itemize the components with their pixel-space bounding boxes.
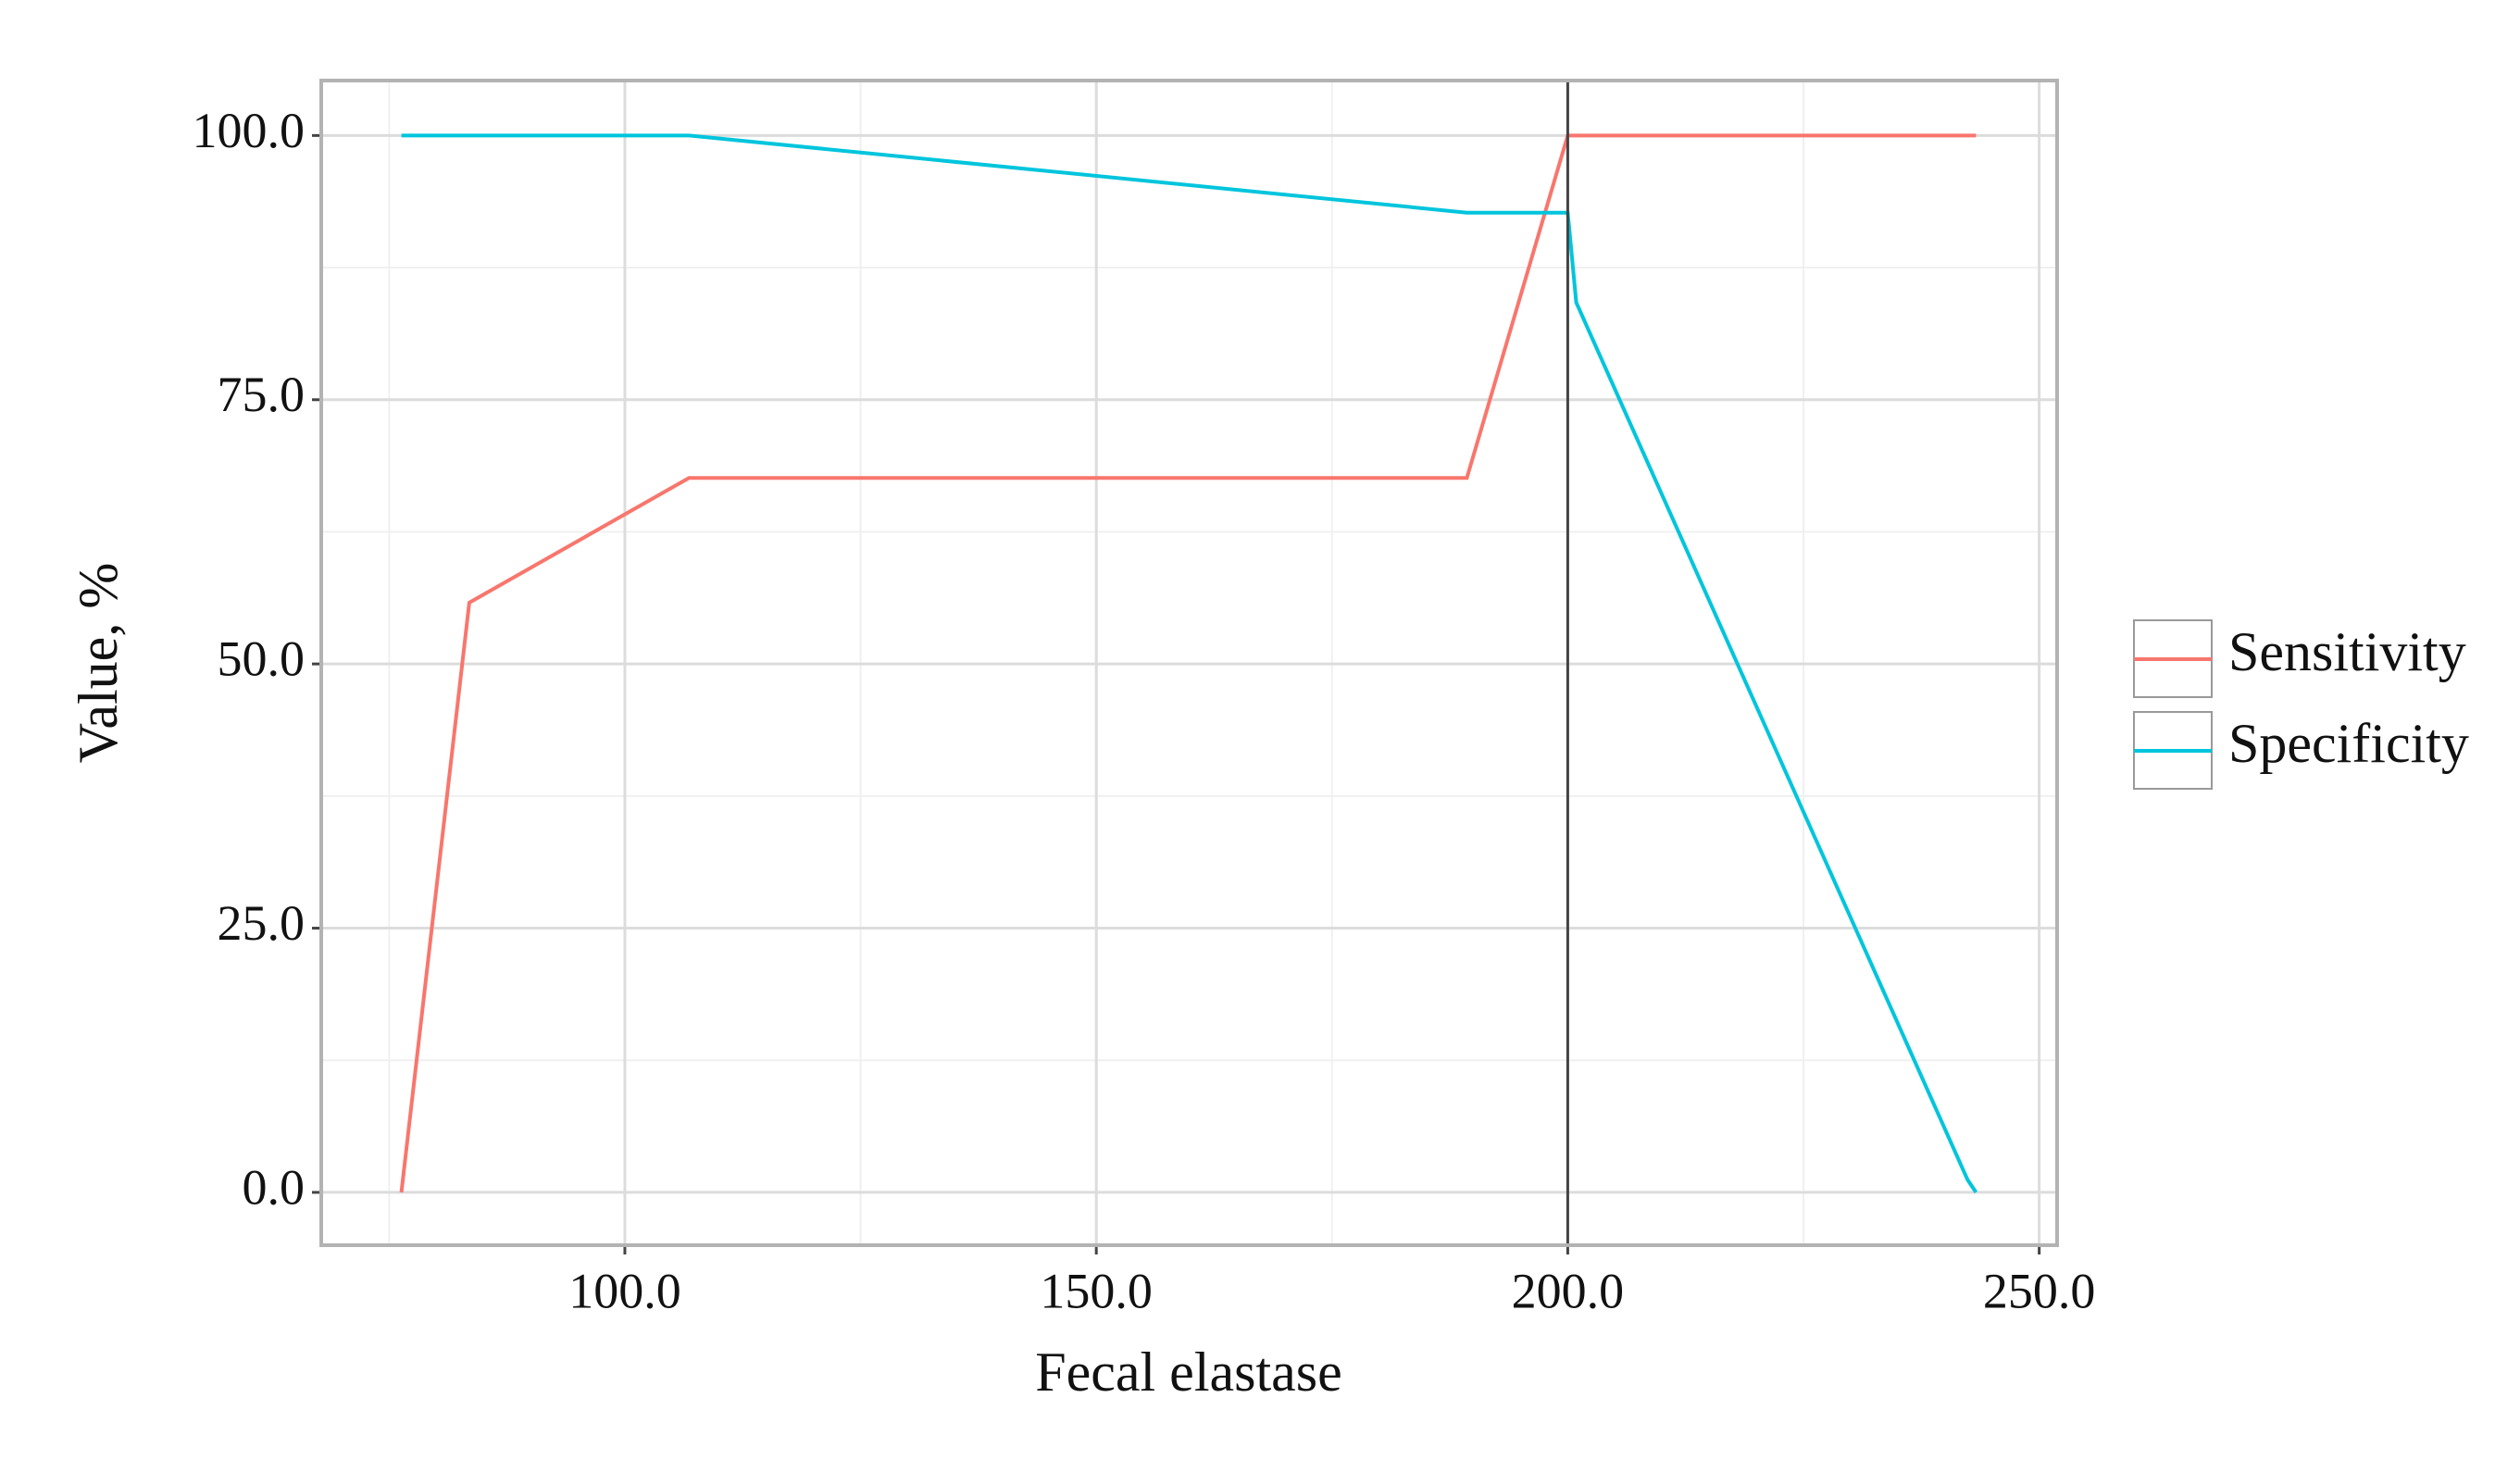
x-tick-label: 250.0 bbox=[1983, 1263, 2096, 1318]
legend-label: Specificity bbox=[2228, 713, 2469, 774]
y-tick-label: 50.0 bbox=[218, 631, 306, 687]
y-axis-title: Value, % bbox=[68, 563, 129, 764]
line-series bbox=[399, 133, 1977, 1193]
y-tick-label: 0.0 bbox=[243, 1159, 306, 1215]
x-tick-label: 200.0 bbox=[1512, 1263, 1625, 1318]
x-tick-label: 100.0 bbox=[568, 1263, 681, 1318]
y-tick-label: 75.0 bbox=[218, 367, 306, 422]
x-axis-title: Fecal elastase bbox=[1035, 1341, 1342, 1403]
legend-label: Sensitivity bbox=[2228, 621, 2466, 682]
y-tick-label: 100.0 bbox=[193, 103, 306, 158]
y-tick-label: 25.0 bbox=[218, 895, 306, 951]
plot-border bbox=[319, 79, 2059, 1247]
x-tick-label: 150.0 bbox=[1040, 1263, 1153, 1318]
